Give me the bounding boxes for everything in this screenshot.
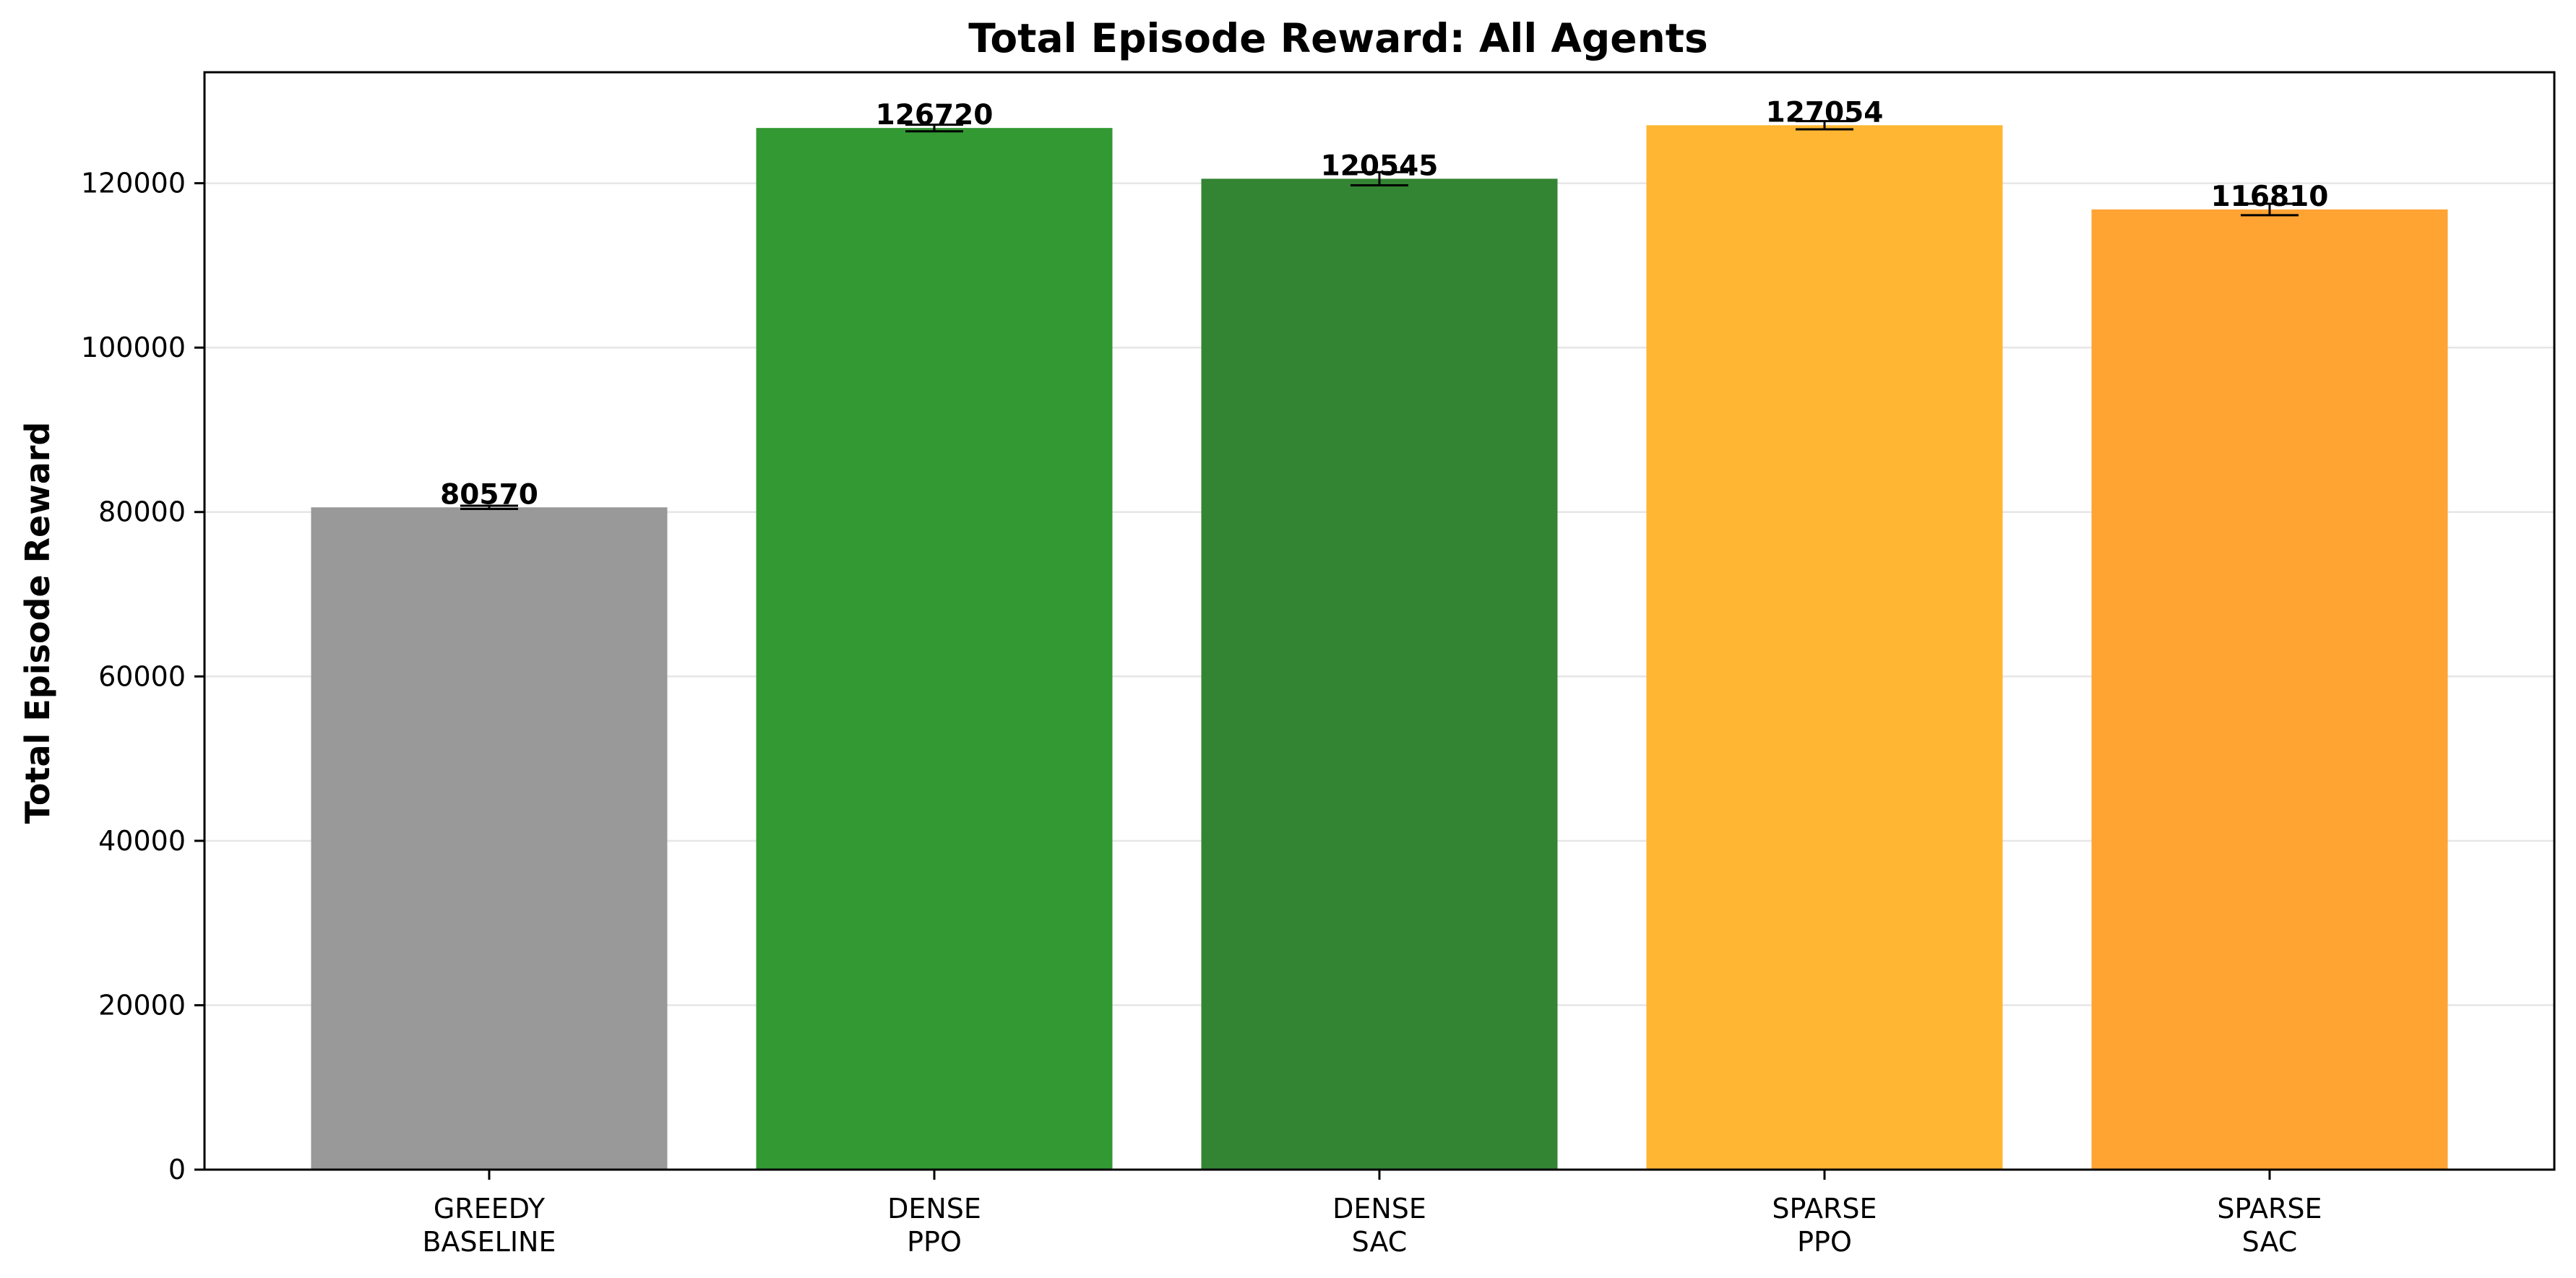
y-tick-label: 40000 <box>98 825 186 857</box>
bars <box>311 125 2448 1170</box>
x-tick-label: DENSE <box>1332 1193 1426 1225</box>
error-bars <box>460 120 2299 511</box>
x-tick-label: SPARSE <box>1772 1193 1877 1225</box>
x-axis-ticks: GREEDYBASELINEDENSEPPODENSESACSPARSEPPOS… <box>422 1170 2322 1258</box>
x-tick-label: DENSE <box>887 1193 981 1225</box>
x-tick-label: SAC <box>2242 1226 2298 1258</box>
y-tick-label: 60000 <box>98 660 186 692</box>
y-tick-label: 120000 <box>81 168 186 199</box>
y-axis-label: Total Episode Reward <box>18 422 57 824</box>
chart-title: Total Episode Reward: All Agents <box>968 15 1708 61</box>
value-label: 120545 <box>1321 150 1439 182</box>
value-labels: 80570 126720 120545 127054 116810 <box>440 96 2328 511</box>
y-tick-label: 80000 <box>98 496 186 528</box>
x-tick-label: PPO <box>907 1226 962 1258</box>
bar <box>756 128 1113 1170</box>
x-tick-label: PPO <box>1797 1226 1852 1258</box>
x-tick-label: SPARSE <box>2217 1193 2322 1225</box>
y-tick-label: 100000 <box>81 332 186 363</box>
x-tick-label: BASELINE <box>422 1226 556 1258</box>
bar <box>1646 125 2003 1170</box>
bar <box>2091 209 2448 1170</box>
value-label: 116810 <box>2211 181 2329 213</box>
bar <box>311 507 668 1170</box>
value-label: 127054 <box>1766 96 1884 129</box>
y-tick-label: 0 <box>168 1154 186 1186</box>
y-tick-label: 20000 <box>98 989 186 1021</box>
value-label: 126720 <box>876 99 994 131</box>
x-tick-label: GREEDY <box>434 1193 546 1225</box>
y-axis-ticks: 0 20000 40000 60000 80000 100000 120000 <box>81 168 204 1186</box>
bar <box>1201 178 1558 1170</box>
x-tick-label: SAC <box>1352 1226 1408 1258</box>
value-label: 80570 <box>440 478 538 511</box>
